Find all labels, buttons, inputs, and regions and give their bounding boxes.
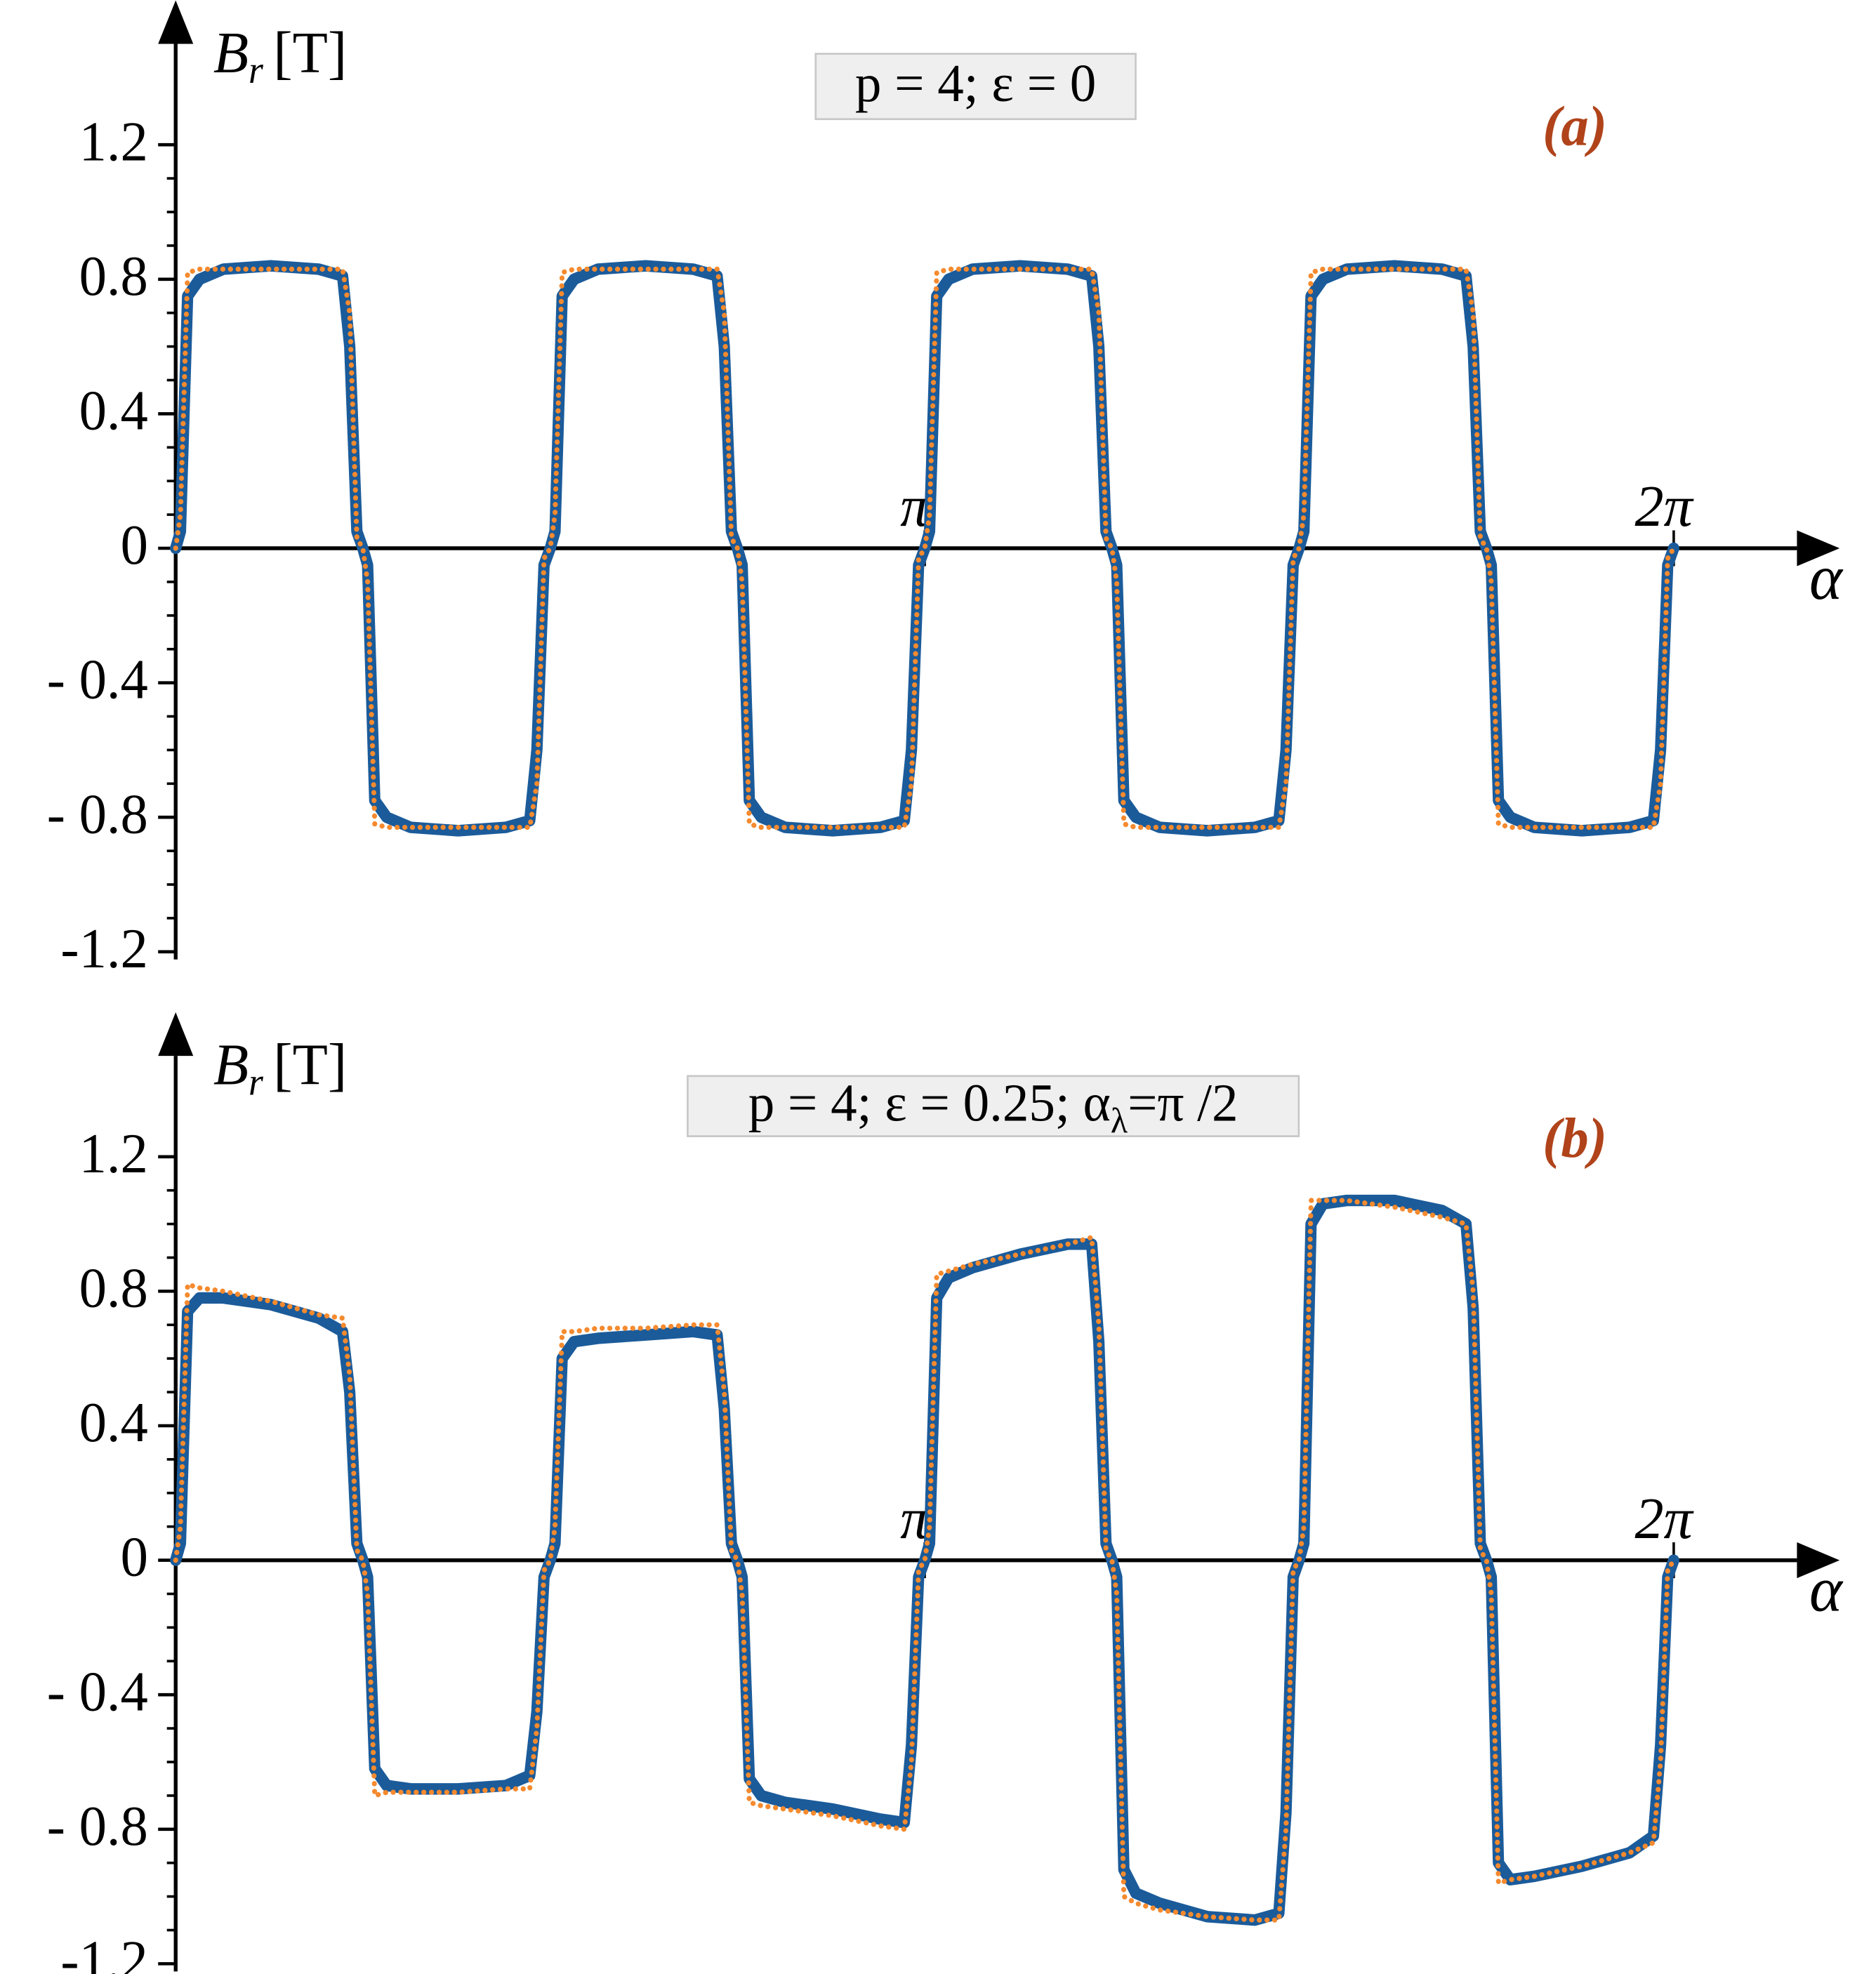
x-tick-label: 2π xyxy=(1634,1485,1694,1551)
y-tick-label: 0 xyxy=(121,1526,148,1589)
series-line xyxy=(173,266,1677,830)
y-tick-label: 1.2 xyxy=(79,111,148,173)
y-tick-label: 0 xyxy=(121,514,148,576)
y-label-symbol: B xyxy=(213,1032,249,1097)
y-label-sub: r xyxy=(249,1061,264,1104)
y-tick-label: -1.2 xyxy=(60,918,147,980)
x-tick-label: 2π xyxy=(1634,473,1694,538)
y-axis-arrow xyxy=(158,1012,194,1056)
series-line xyxy=(173,1198,1677,1923)
y-axis-arrow xyxy=(158,0,194,44)
y-tick-label: 0.4 xyxy=(79,380,148,442)
y-tick-label: - 0.8 xyxy=(47,1795,148,1857)
y-axis-label: Br [T] xyxy=(213,1032,347,1104)
y-tick-label: -1.2 xyxy=(60,1930,147,1974)
annotation-text: p = 4; ε = 0 xyxy=(855,54,1096,114)
panel-label: (a) xyxy=(1543,95,1607,158)
y-axis-label: Br [T] xyxy=(213,20,347,91)
annotation-tail: =π /2 xyxy=(1128,1073,1238,1133)
panel-label: (b) xyxy=(1543,1107,1607,1170)
annotation-text: p = 4; ε = 0.25; αλ=π /2 xyxy=(748,1073,1238,1140)
y-tick-label: - 0.4 xyxy=(47,649,148,711)
y-tick-label: - 0.4 xyxy=(47,1661,148,1723)
y-tick-label: 1.2 xyxy=(79,1122,148,1185)
y-label-symbol: B xyxy=(213,20,249,85)
y-label-sub: r xyxy=(249,49,264,92)
y-tick-label: - 0.8 xyxy=(47,783,148,846)
annotation-box xyxy=(687,1075,1300,1137)
annotation-main: p = 4; ε = 0 xyxy=(855,54,1096,114)
x-axis-label: α xyxy=(1809,542,1843,613)
annotation-main: p = 4; ε = 0.25; α xyxy=(748,1073,1111,1133)
annotation-sub: λ xyxy=(1111,1101,1128,1141)
annotation-box xyxy=(814,53,1137,121)
x-axis-arrow xyxy=(1797,1542,1840,1579)
y-tick-label: 0.8 xyxy=(79,245,148,307)
x-axis-label: α xyxy=(1809,1554,1843,1625)
x-axis-arrow xyxy=(1797,530,1840,567)
y-tick-label: 0.8 xyxy=(79,1257,148,1320)
y-label-unit: [T] xyxy=(273,1032,347,1097)
y-tick-label: 0.4 xyxy=(79,1391,148,1454)
y-label-unit: [T] xyxy=(273,20,347,85)
